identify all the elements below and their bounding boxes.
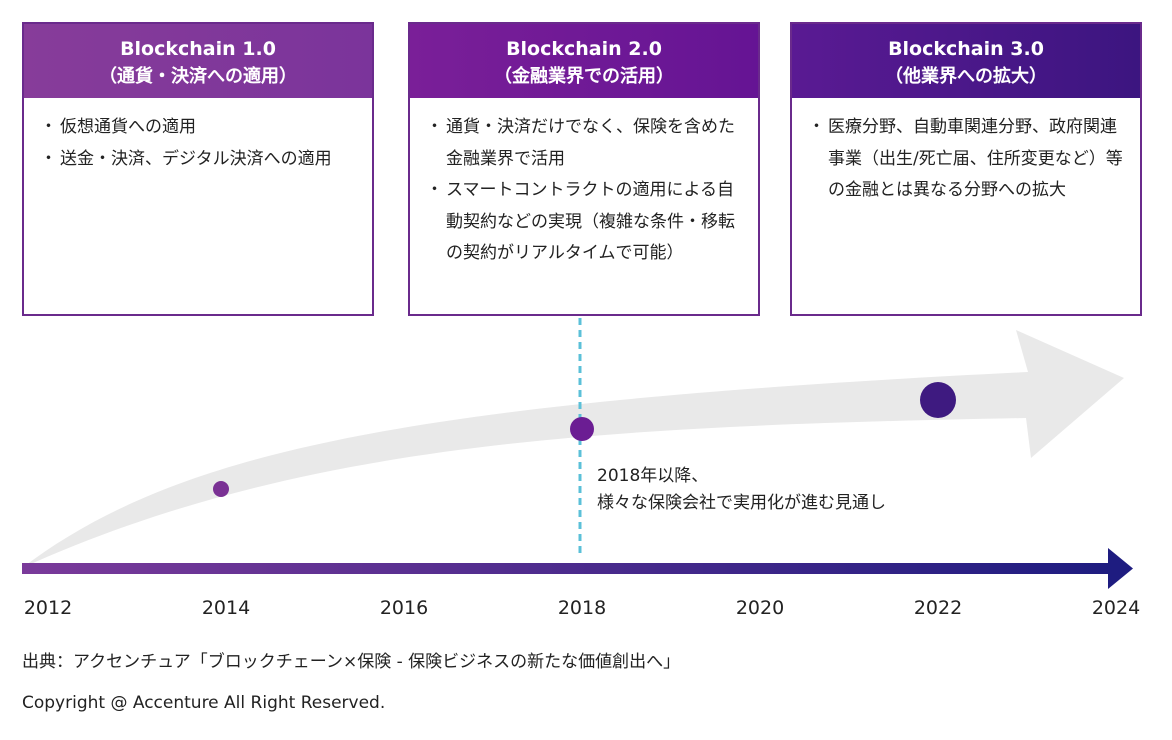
callout-note: 2018年以降、 様々な保険会社で実用化が進む見通し <box>597 463 886 517</box>
card-title: Blockchain 1.0 <box>120 38 276 60</box>
bullet-item: ・スマートコントラクトの適用による自動契約などの実現（複雑な条件・移転の契約がリ… <box>424 175 746 270</box>
card-title: Blockchain 3.0 <box>888 38 1044 60</box>
bullet-mark: ・ <box>426 180 443 200</box>
card-title: Blockchain 2.0 <box>506 38 662 60</box>
bullet-item: ・仮想通貨への適用 <box>38 112 360 144</box>
year-label-2014: 2014 <box>202 597 250 619</box>
timeline-axis <box>22 563 1114 574</box>
bullet-mark: ・ <box>808 117 825 137</box>
growth-arrow <box>22 330 1124 568</box>
card-blockchain-3: Blockchain 3.0 （他業界への拡大） ・医療分野、自動車関連分野、政… <box>790 22 1142 316</box>
card-header: Blockchain 2.0 （金融業界での活用） <box>410 24 758 98</box>
year-label-2012: 2012 <box>24 597 72 619</box>
card-subtitle: （通貨・決済への適用） <box>99 66 297 87</box>
bullet-item: ・通貨・決済だけでなく、保険を含めた金融業界で活用 <box>424 112 746 175</box>
card-subtitle: （他業界への拡大） <box>885 66 1047 87</box>
copyright-note: Copyright @ Accenture All Right Reserved… <box>22 693 386 713</box>
year-label-2020: 2020 <box>736 597 784 619</box>
bullet-mark: ・ <box>40 148 57 169</box>
bullet-text: 医療分野、自動車関連分野、政府関連事業（出生/死亡届、住所変更など）等の金融とは… <box>828 117 1123 200</box>
year-label-2016: 2016 <box>380 597 428 619</box>
callout-line: 2018年以降、 <box>597 466 709 486</box>
year-label-2024: 2024 <box>1092 597 1140 619</box>
bullet-text: 通貨・決済だけでなく、保険を含めた金融業界で活用 <box>446 117 735 169</box>
milestone-dot-2018 <box>570 417 594 441</box>
timeline-arrowhead <box>1108 548 1133 589</box>
card-header: Blockchain 3.0 （他業界への拡大） <box>792 24 1140 98</box>
milestone-dot-2014 <box>213 481 229 497</box>
bullet-item: ・医療分野、自動車関連分野、政府関連事業（出生/死亡届、住所変更など）等の金融と… <box>806 112 1128 207</box>
bullet-text: 仮想通貨への適用 <box>60 117 196 137</box>
bullet-mark: ・ <box>426 117 443 137</box>
bullet-mark: ・ <box>40 117 57 137</box>
bullet-item: ・送金・決済、デジタル決済への適用 <box>38 144 360 176</box>
bullet-text: スマートコントラクトの適用による自動契約などの実現（複雑な条件・移転の契約がリア… <box>446 180 735 263</box>
year-label-2022: 2022 <box>914 597 962 619</box>
year-label-2018: 2018 <box>558 597 606 619</box>
card-subtitle: （金融業界での活用） <box>494 66 674 87</box>
source-note: 出典：アクセンチュア「ブロックチェーン×保険 - 保険ビジネスの新たな価値創出へ… <box>22 652 681 672</box>
card-blockchain-2: Blockchain 2.0 （金融業界での活用） ・通貨・決済だけでなく、保険… <box>408 22 760 316</box>
callout-line: 様々な保険会社で実用化が進む見通し <box>597 493 886 513</box>
card-header: Blockchain 1.0 （通貨・決済への適用） <box>24 24 372 98</box>
milestone-dot-2022 <box>920 382 956 418</box>
bullet-text: 送金・決済、デジタル決済への適用 <box>60 148 332 169</box>
card-blockchain-1: Blockchain 1.0 （通貨・決済への適用） ・仮想通貨への適用 ・送金… <box>22 22 374 316</box>
